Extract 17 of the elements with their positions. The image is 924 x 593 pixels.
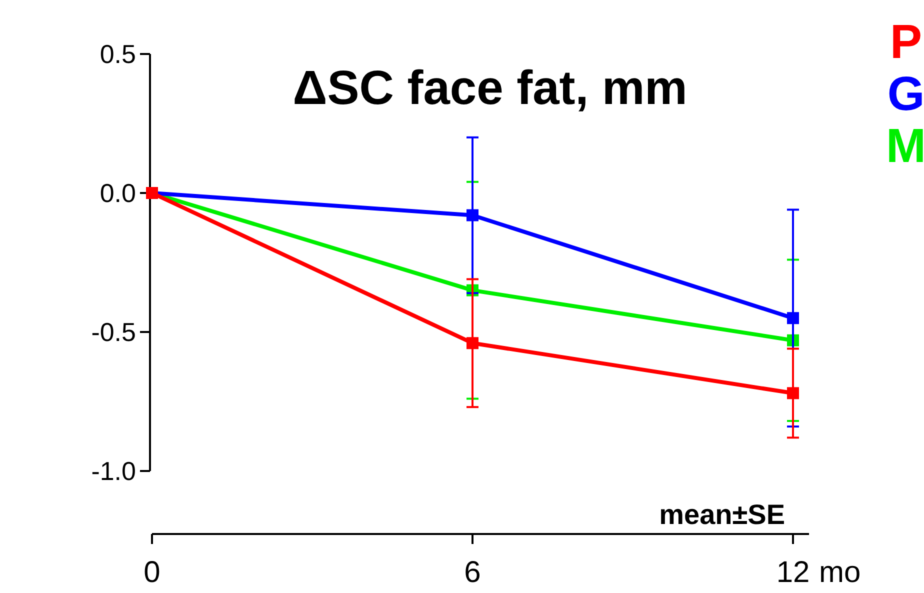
y-tick-label: 0.5 (100, 39, 136, 70)
y-tick-label: -0.5 (91, 317, 136, 348)
x-axis-title: mo (819, 556, 861, 589)
point (787, 312, 799, 324)
x-tick-label: 0 (144, 556, 160, 589)
y-tick-label: -1.0 (91, 456, 136, 486)
x-tick-label: 6 (464, 556, 481, 589)
chart-title: ΔSC face fat, mm (292, 62, 688, 115)
text: P (890, 16, 922, 69)
x-tick-label: 12 (776, 556, 810, 589)
text: mean±SE (659, 499, 785, 530)
text: M (886, 120, 924, 173)
text: G (887, 68, 924, 121)
y-tick-label: 0.0 (100, 178, 136, 208)
point (787, 387, 799, 400)
point (466, 209, 478, 222)
point (466, 337, 478, 350)
